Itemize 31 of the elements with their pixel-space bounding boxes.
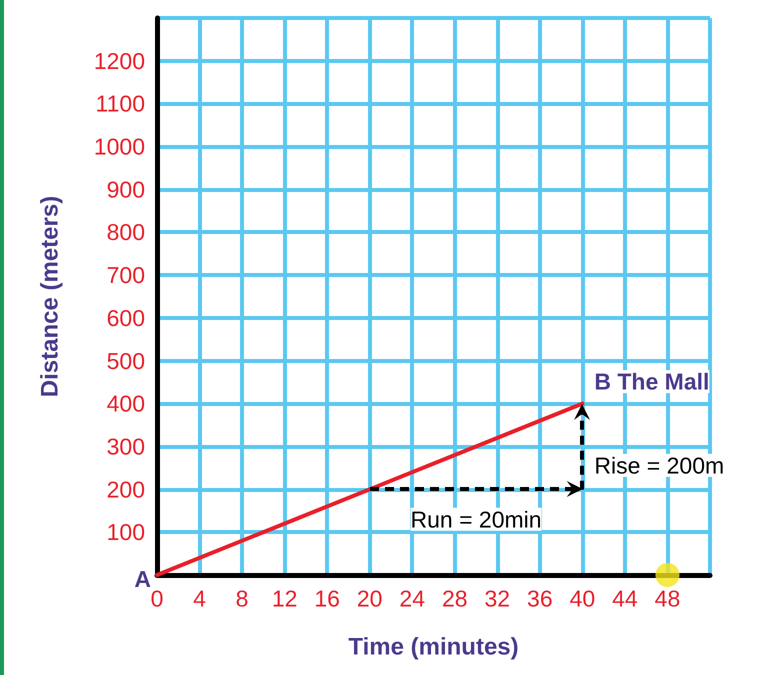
y-tick-label: 1200	[94, 48, 145, 74]
y-tick-label: 1000	[94, 134, 145, 160]
x-tick-label: 12	[272, 586, 298, 612]
x-tick-label: 40	[570, 586, 596, 612]
y-tick-label: 1100	[96, 90, 145, 117]
x-tick-label: 48	[654, 586, 680, 612]
y-tick-label: 800	[106, 219, 145, 246]
x-tick-label: 36	[527, 586, 553, 612]
x-tick-label: 8	[236, 586, 248, 612]
y-tick-label: 300	[106, 433, 145, 460]
y-tick-label: 500	[106, 348, 145, 374]
y-tick-label: 200	[106, 476, 145, 502]
annotation: B The Mall	[594, 368, 710, 395]
x-tick-label: 32	[484, 586, 510, 612]
annotation: Run = 20min	[410, 506, 542, 532]
x-axis-title: Time (minutes)	[348, 634, 519, 660]
x-tick-label: 4	[193, 586, 206, 612]
y-tick-label: 100	[106, 519, 145, 546]
y-tick-label: 700	[106, 262, 145, 288]
x-tick-label: 24	[399, 586, 426, 612]
x-tick-label: 16	[314, 586, 340, 612]
x-tick-label: 0	[150, 586, 164, 612]
y-tick-label: 600	[106, 304, 145, 331]
y-axis-title: Distance (meters)	[36, 196, 64, 398]
annotation: A	[134, 566, 151, 592]
x-tick-label: 28	[442, 586, 468, 612]
y-tick-label: 900	[106, 176, 145, 202]
y-tick-label: 400	[106, 390, 145, 417]
x-tick-label: 44	[612, 586, 638, 612]
x-tick-label: 20	[356, 586, 382, 612]
annotation: Rise = 200m	[594, 452, 724, 478]
